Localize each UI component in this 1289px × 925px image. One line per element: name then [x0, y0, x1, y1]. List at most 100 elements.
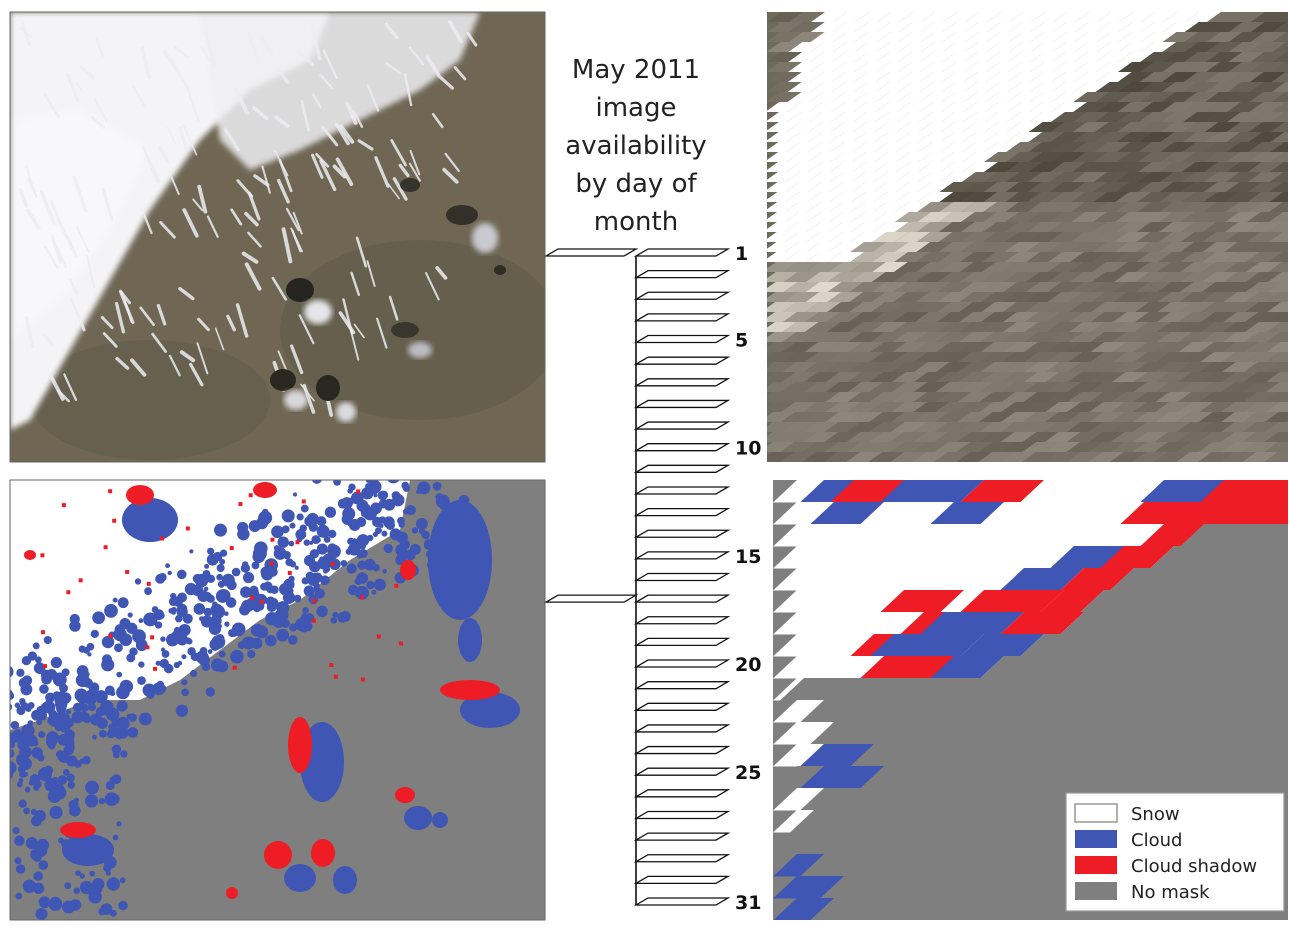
- zoom-pixel: [1115, 192, 1152, 202]
- cloud-pixel: [348, 483, 356, 491]
- cloud-pixel: [402, 508, 409, 515]
- cloud-pixel: [324, 506, 337, 518]
- cloud-pixel: [104, 604, 118, 618]
- zoom-pixel: [1000, 452, 1037, 462]
- cloud-pixel: [203, 586, 209, 592]
- cloud-pixel: [306, 512, 319, 526]
- shadow-pixel: [160, 536, 165, 541]
- zoom-pixel: [810, 52, 847, 62]
- zoom-pixel: [1158, 262, 1194, 272]
- zoom-pixel: [1271, 102, 1288, 112]
- zoom-pixel: [984, 162, 1020, 172]
- zoom-pixel: [1118, 42, 1155, 52]
- zoom-pixel: [1001, 372, 1038, 382]
- zoom-pixel: [1221, 372, 1258, 382]
- cloud-pixel: [21, 757, 27, 763]
- zoom-pixel: [1137, 192, 1174, 202]
- cloud-pixel: [241, 561, 249, 568]
- zoom-pixel: [1201, 272, 1238, 282]
- zoom-pixel: [788, 22, 825, 32]
- zoom-pixel: [1049, 212, 1085, 222]
- zoom-pixel: [1097, 12, 1133, 22]
- zoom-pixel: [892, 332, 929, 342]
- zoom-pixel: [1029, 82, 1066, 92]
- snow-streak: [435, 266, 448, 280]
- zoom-pixel: [1140, 32, 1177, 42]
- snow-streak: [298, 314, 315, 345]
- cloud-pixel: [316, 516, 327, 527]
- snow-streak: [442, 167, 459, 184]
- zoom-pixel: [1094, 162, 1130, 172]
- zoom-pixel: [1202, 252, 1239, 262]
- zoom-pixel: [1223, 312, 1259, 322]
- zoom-pixel: [802, 462, 838, 472]
- zoom-pixel: [1005, 192, 1042, 202]
- zoom-pixel: [767, 432, 795, 442]
- cloud-pixel: [75, 870, 81, 877]
- cloud-pixel: [14, 702, 21, 709]
- zoom-pixel: [942, 32, 979, 42]
- cloud-pixel: [255, 517, 269, 530]
- zoom-pixel: [1184, 22, 1221, 32]
- zoom-pixel: [802, 422, 839, 432]
- mask-pixel-run: [773, 810, 814, 833]
- zoom-pixel: [1112, 322, 1149, 332]
- cloud-pixel: [18, 777, 24, 783]
- zoom-pixel: [1266, 352, 1288, 362]
- zoom-pixel: [1160, 142, 1197, 152]
- zoom-pixel: [767, 452, 795, 462]
- zoom-pixel: [1183, 112, 1219, 122]
- zoom-pixel: [1200, 342, 1237, 352]
- zoom-pixel: [868, 422, 905, 432]
- cloud-pixel: [28, 779, 35, 786]
- zoom-pixel: [1227, 112, 1263, 122]
- shadow-blob: [24, 550, 36, 560]
- zoom-pixel: [827, 292, 864, 302]
- zoom-pixel: [1113, 312, 1149, 322]
- cloud-pixel: [398, 521, 405, 528]
- zoom-pixel: [1139, 102, 1176, 112]
- zoom-pixel: [1202, 222, 1239, 232]
- zoom-pixel: [1286, 440, 1288, 442]
- snow-streak: [174, 67, 190, 91]
- day-plane: [633, 551, 731, 560]
- zoom-pixel: [895, 202, 932, 212]
- zoom-pixel: [1134, 362, 1170, 372]
- cloud-pixel: [16, 668, 25, 677]
- mask-pixel-run: [1000, 612, 1084, 635]
- zoom-pixel: [1007, 92, 1044, 102]
- snow-streak: [178, 286, 195, 301]
- cloud-pixel: [357, 538, 367, 548]
- cloud-pixel: [65, 709, 71, 715]
- zoom-pixel: [1006, 132, 1043, 142]
- cloud-pixel: [61, 668, 70, 677]
- zoom-pixel: [824, 462, 860, 472]
- cloud-pixel: [322, 568, 329, 574]
- snow-streak: [151, 332, 167, 353]
- zoom-pixel: [1177, 392, 1214, 402]
- snow-streak: [276, 67, 289, 84]
- zoom-pixel: [1023, 402, 1060, 412]
- cloud-pixel: [108, 723, 114, 730]
- zoom-pixel: [767, 312, 797, 322]
- zoom-pixel: [1272, 62, 1288, 72]
- zoom-pixel: [808, 132, 845, 142]
- cloud-pixel: [226, 580, 237, 591]
- zoom-pixel: [767, 92, 802, 102]
- zoom-pixel: [1090, 362, 1126, 372]
- zoom-pixel: [895, 212, 931, 222]
- zoom-pixel: [1201, 282, 1238, 292]
- cloud-pixel: [237, 521, 249, 534]
- snow-streak: [197, 317, 210, 332]
- zoom-pixel: [871, 302, 908, 312]
- zoom-pixel: [1069, 302, 1106, 312]
- zoom-pixel: [941, 82, 978, 92]
- zoom-pixel: [1185, 12, 1221, 22]
- cloud-pixel: [81, 706, 88, 712]
- zoom-pixel: [1177, 372, 1214, 382]
- zoom-pixel: [912, 452, 949, 462]
- zoom-pixel: [1160, 132, 1197, 142]
- zoom-pixel: [829, 192, 866, 202]
- cloud-pixel: [100, 703, 113, 716]
- cloud-pixel: [69, 620, 81, 632]
